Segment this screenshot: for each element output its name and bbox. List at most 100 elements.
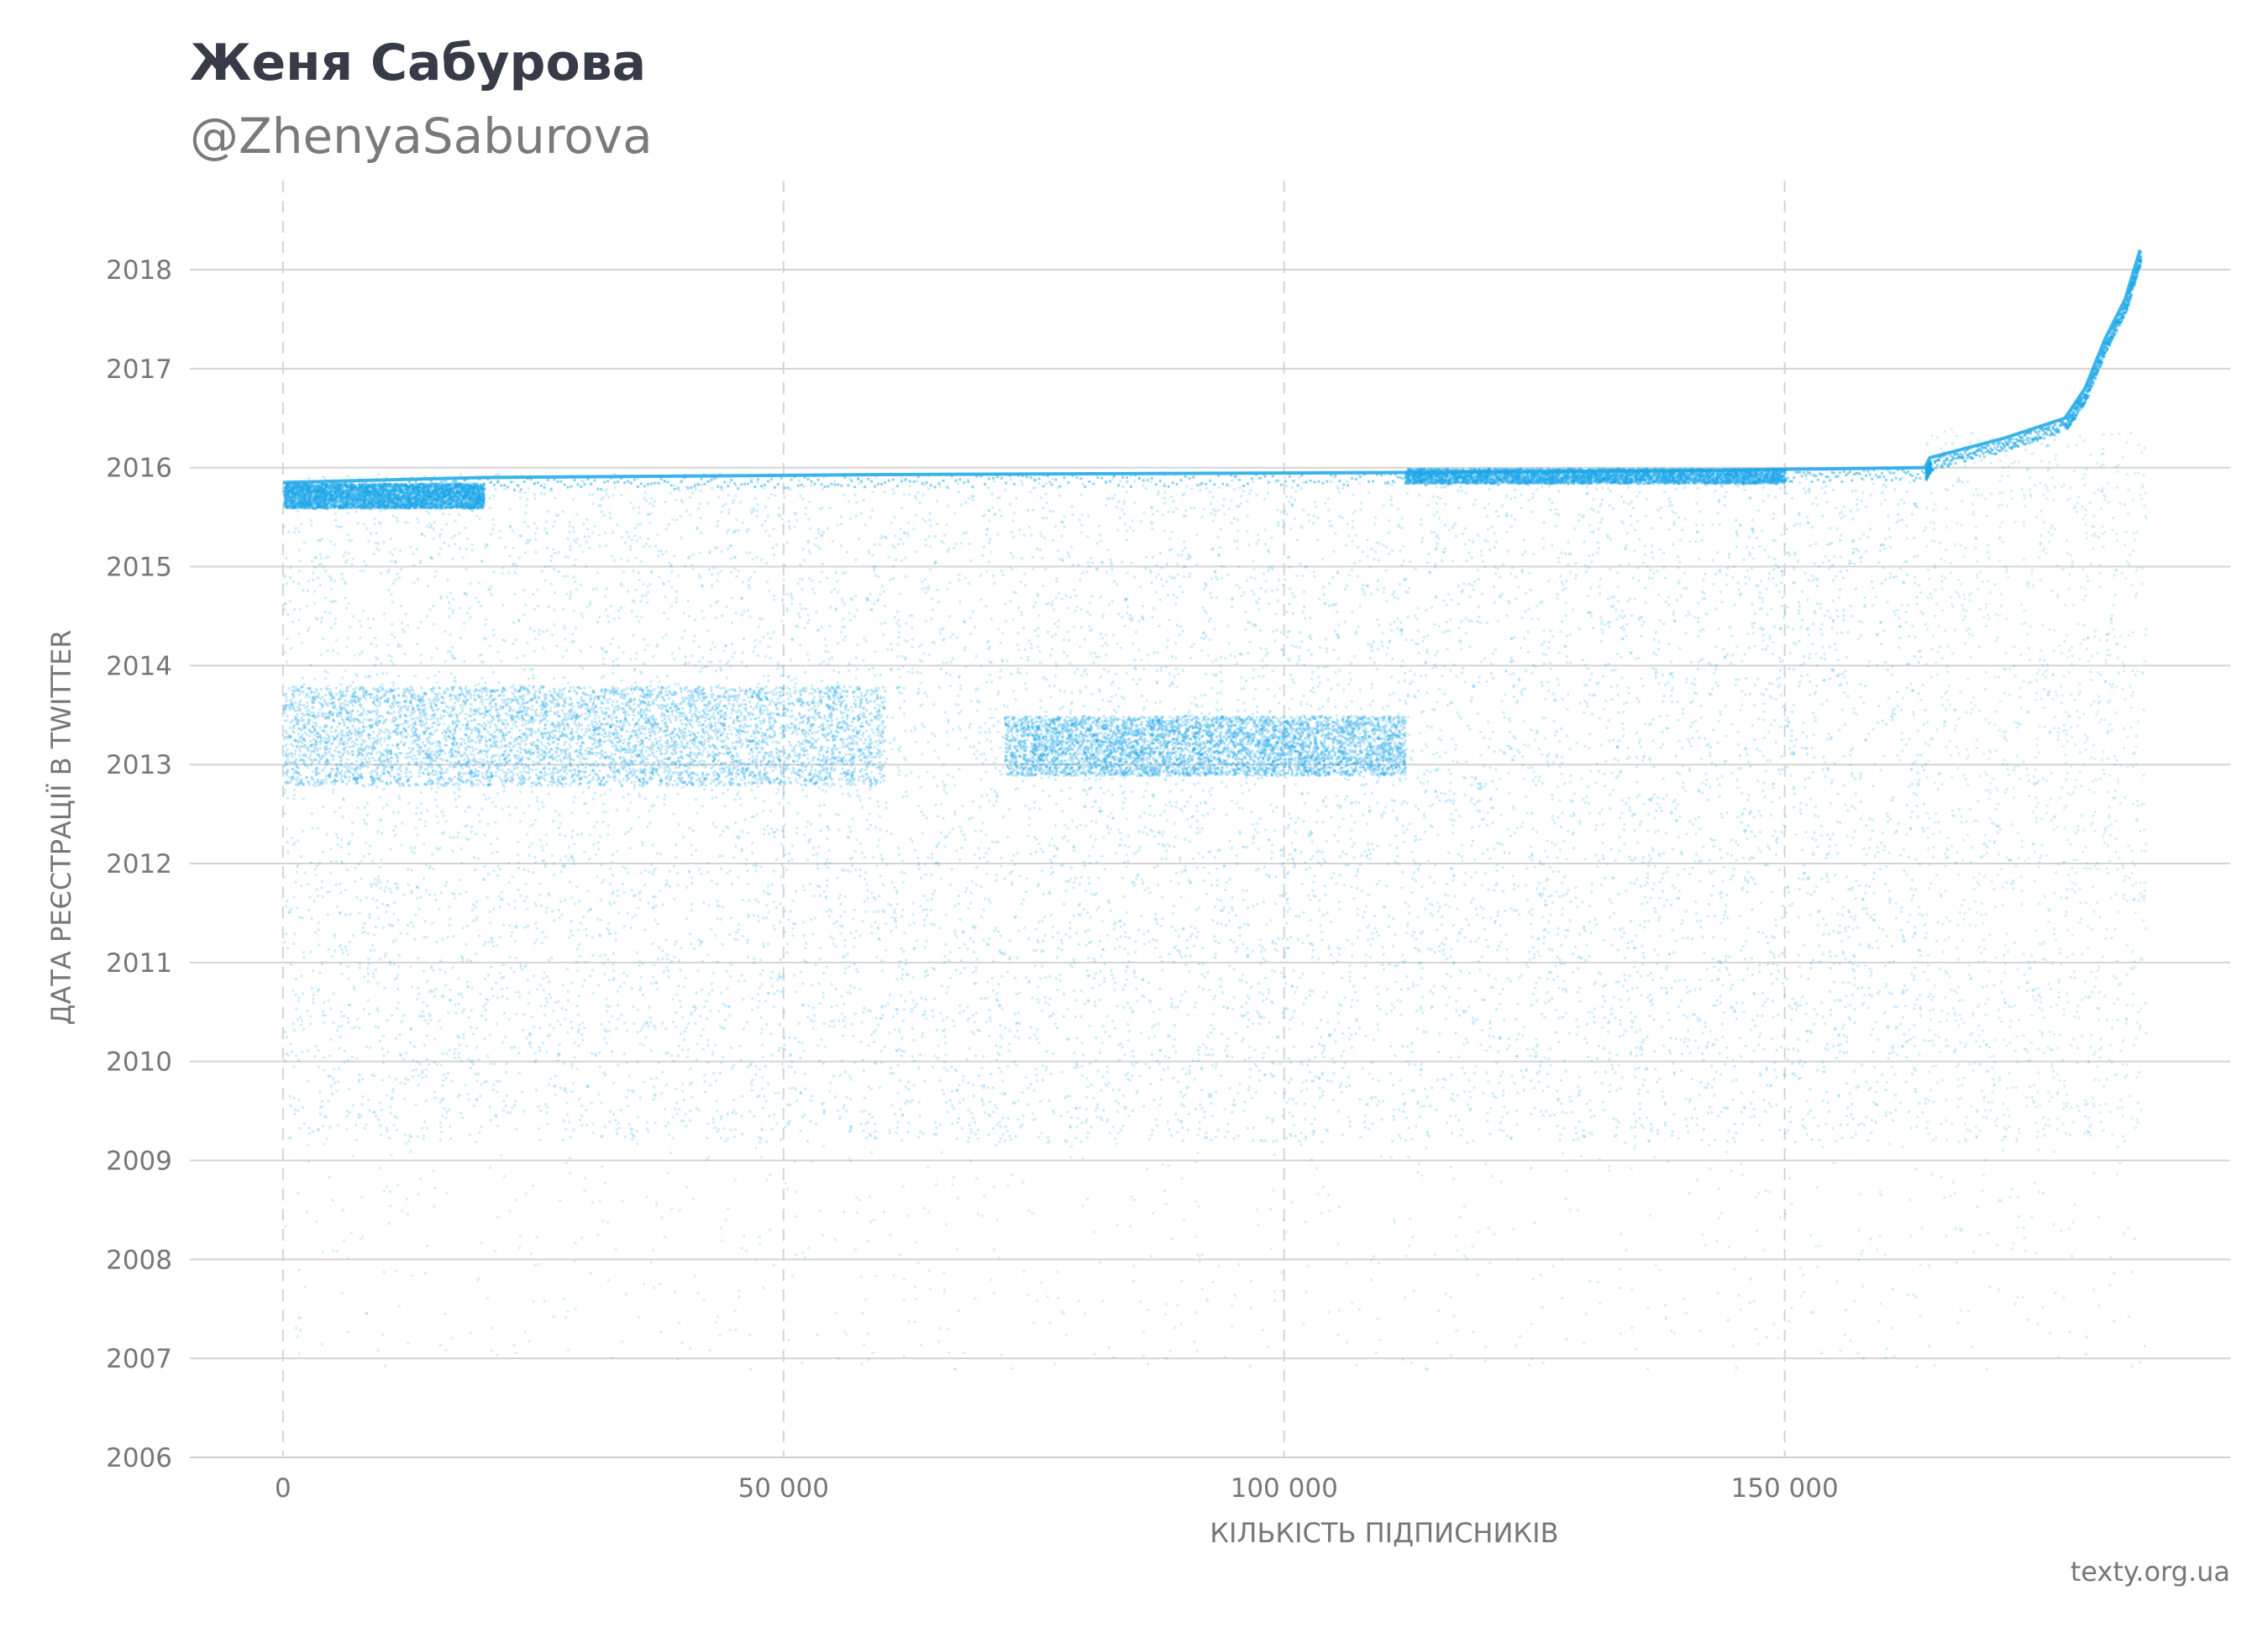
- data-point: [386, 672, 388, 675]
- data-point: [1434, 864, 1436, 866]
- data-point: [1338, 515, 1341, 517]
- data-point: [1901, 738, 1903, 741]
- data-point: [775, 792, 778, 795]
- data-point: [1672, 543, 1674, 546]
- data-point: [588, 493, 591, 496]
- data-point: [727, 1113, 729, 1116]
- data-point: [1635, 1016, 1637, 1018]
- data-point: [1420, 523, 1422, 526]
- data-point: [1509, 674, 1512, 676]
- data-point: [903, 493, 906, 496]
- data-point: [1173, 1038, 1176, 1041]
- data-point: [1132, 679, 1135, 681]
- data-point: [1403, 1104, 1405, 1106]
- data-point: [1851, 886, 1854, 889]
- data-point: [348, 539, 350, 542]
- data-point: [952, 728, 954, 731]
- data-point: [1596, 552, 1599, 554]
- data-point: [1059, 689, 1062, 691]
- data-point: [484, 737, 486, 739]
- data-point: [947, 743, 949, 746]
- data-point: [760, 559, 763, 561]
- data-point: [553, 1027, 555, 1030]
- data-point: [833, 588, 836, 591]
- data-point: [716, 883, 718, 885]
- data-point: [1861, 1004, 1864, 1006]
- data-point: [788, 852, 790, 854]
- data-point: [330, 1085, 333, 1088]
- data-point: [1607, 536, 1609, 538]
- data-point: [959, 685, 962, 687]
- data-point: [1298, 915, 1300, 917]
- data-point: [1291, 679, 1294, 681]
- data-point: [1365, 905, 1368, 907]
- data-point: [727, 659, 730, 662]
- data-point: [1558, 1016, 1561, 1019]
- data-point: [910, 991, 912, 994]
- data-point: [333, 811, 336, 813]
- data-point: [1610, 685, 1613, 688]
- data-point: [1196, 810, 1199, 812]
- data-point: [829, 785, 832, 788]
- data-point: [1254, 783, 1257, 785]
- data-point: [626, 1030, 628, 1032]
- data-point: [1243, 1110, 1246, 1112]
- data-point: [788, 1065, 790, 1068]
- data-point: [501, 1042, 504, 1044]
- data-point: [998, 1141, 1000, 1143]
- data-point: [958, 1005, 961, 1007]
- data-point: [1318, 900, 1320, 902]
- data-point: [1585, 795, 1588, 798]
- data-point: [434, 1097, 437, 1100]
- data-point: [608, 901, 611, 904]
- data-point: [1174, 642, 1177, 644]
- data-point: [1489, 1107, 1492, 1110]
- data-point: [963, 943, 966, 946]
- data-point: [1216, 879, 1219, 881]
- data-point: [1643, 956, 1646, 958]
- data-point: [415, 812, 417, 815]
- data-point: [669, 870, 671, 873]
- data-point: [1392, 784, 1394, 786]
- data-point: [756, 515, 759, 517]
- data-point: [1606, 727, 1609, 729]
- data-point: [774, 495, 776, 497]
- data-point: [1869, 968, 1872, 970]
- data-point: [1400, 633, 1403, 636]
- data-point: [1598, 547, 1600, 549]
- data-point: [1786, 606, 1788, 609]
- data-point: [538, 808, 540, 811]
- data-point: [1905, 621, 1908, 623]
- data-point: [1399, 1137, 1402, 1139]
- data-point: [1652, 765, 1655, 768]
- data-point: [492, 628, 495, 631]
- data-point: [972, 499, 974, 501]
- data-point: [1600, 884, 1603, 886]
- data-point: [1782, 659, 1784, 662]
- data-point: [1323, 593, 1326, 596]
- data-point: [507, 862, 510, 864]
- data-point: [1478, 960, 1480, 963]
- data-point: [1400, 664, 1403, 667]
- data-point: [1277, 509, 1279, 512]
- data-point: [1415, 879, 1417, 882]
- data-point: [759, 1068, 761, 1071]
- data-point: [1740, 1055, 1742, 1058]
- data-point: [1305, 1138, 1307, 1141]
- data-point: [312, 1001, 315, 1004]
- data-point: [489, 507, 491, 509]
- data-point: [1782, 596, 1784, 599]
- data-point: [598, 616, 601, 618]
- data-point: [1244, 1058, 1247, 1061]
- data-point: [1893, 576, 1895, 579]
- data-point: [1357, 625, 1360, 627]
- data-point: [1126, 979, 1128, 981]
- data-point: [455, 806, 458, 808]
- data-point: [1735, 519, 1737, 522]
- data-point: [1268, 874, 1270, 876]
- data-point: [1237, 1135, 1240, 1137]
- data-point: [1851, 774, 1854, 777]
- data-point: [1910, 973, 1913, 975]
- data-point: [735, 485, 738, 487]
- data-point: [497, 681, 500, 684]
